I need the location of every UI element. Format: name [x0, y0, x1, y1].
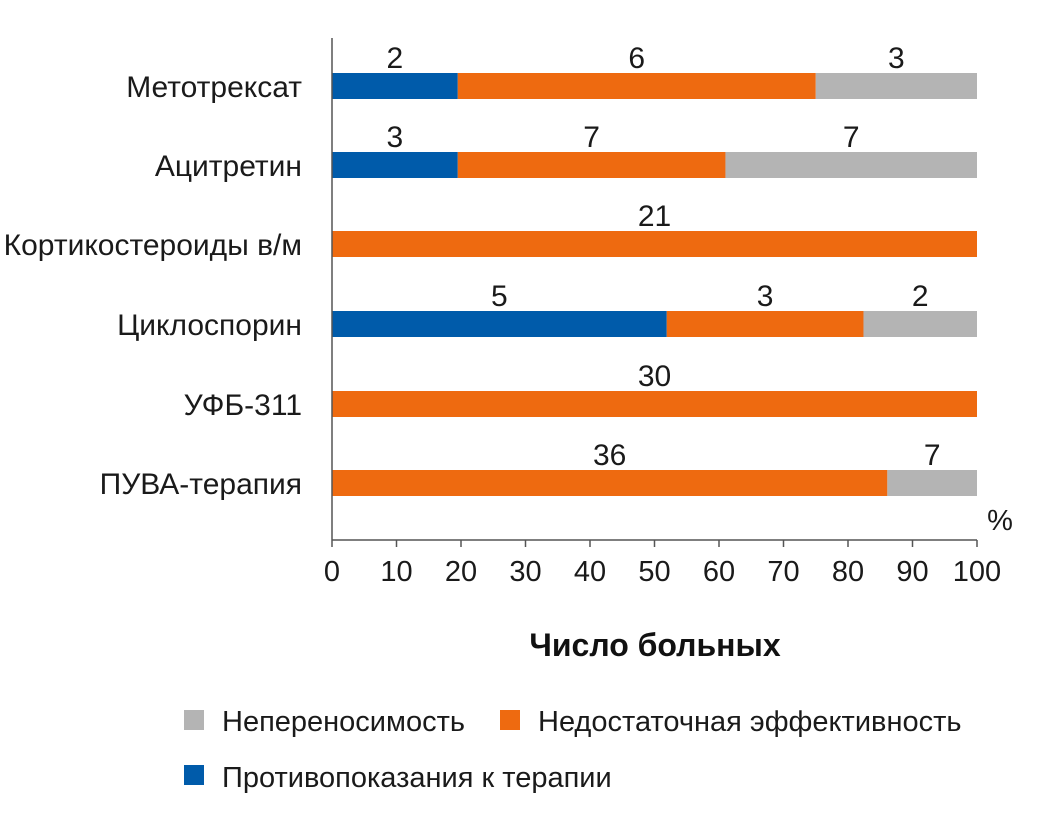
data-label: 3 — [387, 121, 404, 154]
data-label: 7 — [924, 439, 941, 472]
legend-label-intolerance: Непереносимость — [222, 706, 465, 738]
x-tick-label: 40 — [574, 556, 606, 588]
bar-segment-insufficient-efficacy — [332, 470, 888, 496]
x-tick-label: 80 — [832, 556, 864, 588]
category-label: УФБ-311 — [184, 389, 302, 422]
x-axis-ticks: 0 10 20 30 40 50 60 70 80 90 100 — [324, 540, 1001, 588]
data-label: 7 — [583, 121, 600, 154]
legend-label-contraindications: Противопоказания к терапии — [222, 762, 612, 794]
bar-segment-contraindications — [332, 311, 667, 337]
legend-swatch-contraindications — [184, 765, 204, 785]
data-label: 5 — [491, 280, 508, 313]
bar-segment-intolerance — [887, 470, 977, 496]
category-label: Метотрексат — [126, 71, 302, 104]
data-label: 7 — [843, 121, 860, 154]
x-tick-label: 10 — [380, 556, 412, 588]
legend-label-insufficient-efficacy: Недостаточная эффективность — [538, 706, 961, 738]
category-label: Кортикостероиды в/м — [4, 229, 302, 262]
x-tick-label: 0 — [324, 556, 340, 588]
legend: Непереносимость Недостаточная эффективно… — [184, 706, 961, 794]
data-label: 3 — [888, 42, 905, 75]
x-tick-label: 20 — [445, 556, 477, 588]
x-axis-title: Число больных — [529, 627, 780, 663]
bar-segment-insufficient-efficacy — [666, 311, 864, 337]
bar-segment-intolerance — [815, 73, 977, 99]
category-labels: Метотрексат Ацитретин Кортикостероиды в/м Ц… — [4, 71, 303, 501]
value-labels: 2 6 3 3 7 7 21 5 3 2 30 36 7 — [387, 42, 941, 472]
bar-segment-intolerance — [863, 311, 977, 337]
bar-segment-insufficient-efficacy — [457, 73, 816, 99]
bar-segment-insufficient-efficacy — [332, 231, 977, 257]
category-label: ПУВА-терапия — [100, 468, 302, 501]
category-label: Ацитретин — [155, 150, 302, 183]
data-label: 21 — [638, 200, 671, 233]
legend-swatch-insufficient-efficacy — [500, 710, 520, 730]
bars-layer — [332, 73, 977, 496]
legend-swatch-intolerance — [184, 710, 204, 730]
x-tick-label: 60 — [703, 556, 735, 588]
bar-segment-intolerance — [725, 152, 977, 178]
data-label: 30 — [638, 360, 671, 393]
data-label: 2 — [912, 280, 929, 313]
data-label: 2 — [387, 42, 404, 75]
data-label: 36 — [593, 439, 626, 472]
data-label: 3 — [757, 280, 774, 313]
unit-label: % — [987, 505, 1013, 537]
x-tick-label: 90 — [896, 556, 928, 588]
bar-segment-insufficient-efficacy — [457, 152, 726, 178]
x-tick-label: 70 — [767, 556, 799, 588]
bar-segment-contraindications — [332, 73, 458, 99]
data-label: 6 — [628, 42, 645, 75]
x-tick-label: 50 — [638, 556, 670, 588]
bar-segment-contraindications — [332, 152, 458, 178]
category-label: Циклоспорин — [117, 309, 302, 342]
x-tick-label: 100 — [953, 556, 1001, 588]
bar-segment-insufficient-efficacy — [332, 391, 977, 417]
x-tick-label: 30 — [509, 556, 541, 588]
